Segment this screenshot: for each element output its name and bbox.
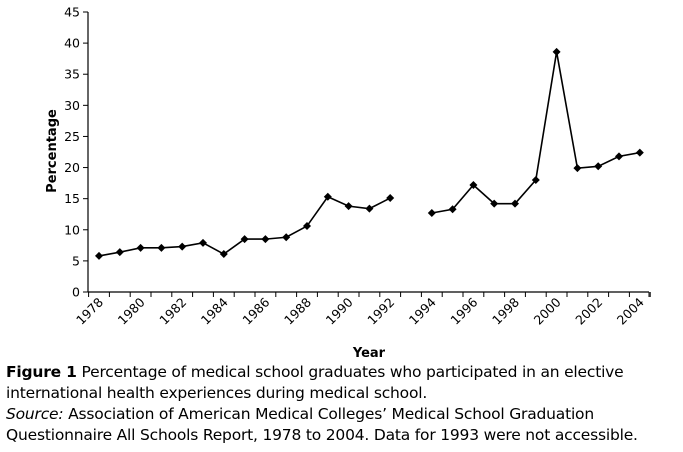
x-tick-label: 2002 <box>572 295 605 328</box>
figure-text: Percentage of medical school graduates w… <box>6 363 624 402</box>
y-tick-label: 35 <box>64 67 80 82</box>
x-tick-label: 1992 <box>364 295 397 328</box>
data-point-marker <box>594 162 603 171</box>
data-point-marker <box>219 250 228 259</box>
y-tick-label: 0 <box>72 285 80 300</box>
series-markers <box>95 47 644 260</box>
data-point-marker <box>240 235 249 244</box>
y-tick-label: 45 <box>64 5 80 20</box>
x-tick-label: 1982 <box>156 295 189 328</box>
series-line <box>431 51 640 214</box>
data-point-marker <box>136 243 145 252</box>
data-point-marker <box>199 238 207 247</box>
x-tick-label: 1998 <box>489 294 522 327</box>
data-point-marker <box>635 148 644 157</box>
data-point-marker <box>552 47 561 56</box>
y-tick-label: 30 <box>64 98 80 113</box>
figure-caption: Figure 1 Percentage of medical school gr… <box>6 362 678 446</box>
source-label: Source: <box>6 405 64 423</box>
x-tick-label: 2004 <box>614 294 647 327</box>
y-tick-label: 10 <box>64 222 80 237</box>
data-point-marker <box>427 208 436 217</box>
source-text: Association of American Medical Colleges… <box>6 405 638 444</box>
data-point-marker <box>469 180 478 189</box>
x-tick-label: 1996 <box>447 294 480 327</box>
x-tick-label: 1988 <box>281 294 314 327</box>
data-point-marker <box>282 233 291 242</box>
data-point-marker <box>490 199 499 208</box>
y-tick-label: 20 <box>64 160 80 175</box>
figure-label: Figure 1 <box>6 363 77 381</box>
y-axis-label: Percentage <box>45 109 60 193</box>
data-point-marker <box>115 248 124 257</box>
x-axis: 1978 1980 1982 1984 1986 1988 1990 1992 1994 1996… <box>73 291 651 328</box>
data-point-marker <box>323 192 332 201</box>
y-tick-label: 25 <box>64 129 80 144</box>
x-tick-label: 1986 <box>239 294 272 327</box>
data-point-marker <box>178 242 187 251</box>
x-tick-label: 2000 <box>531 294 564 327</box>
data-point-marker <box>615 152 623 161</box>
x-tick-label: 1990 <box>323 294 356 327</box>
data-point-marker <box>157 243 166 252</box>
data-point-marker <box>386 194 395 203</box>
data-point-marker <box>531 176 540 184</box>
data-point-marker <box>448 205 457 214</box>
data-point-marker <box>261 235 270 244</box>
x-tick-label: 1984 <box>198 294 231 327</box>
line-chart: 0 5 10 15 20 25 30 35 40 45 1978 1980 1982 1984 1986 1… <box>45 5 651 361</box>
y-tick-label: 40 <box>64 36 80 51</box>
data-point-marker <box>303 222 311 231</box>
data-point-marker <box>511 199 519 208</box>
data-point-marker <box>95 251 103 260</box>
y-tick-label: 5 <box>72 253 80 268</box>
y-axis: 0 5 10 15 20 25 30 35 40 45 <box>64 5 89 300</box>
x-axis-label: Year <box>352 346 386 361</box>
data-point-marker <box>365 204 374 213</box>
data-point-marker <box>573 164 582 173</box>
x-tick-label: 1994 <box>406 294 439 327</box>
x-tick-label: 1980 <box>115 294 148 327</box>
data-point-marker <box>344 202 353 211</box>
y-tick-label: 15 <box>64 191 80 206</box>
series-lines <box>98 51 640 257</box>
